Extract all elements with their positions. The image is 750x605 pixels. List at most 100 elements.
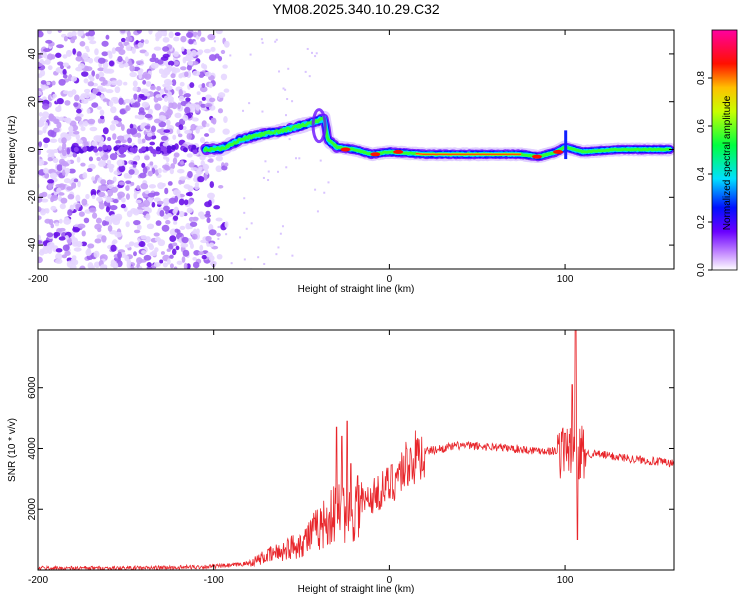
spectrogram-speckle <box>91 102 99 108</box>
spectrogram-speckle <box>160 251 165 255</box>
spectrogram-speckle <box>71 255 77 261</box>
spectrogram-speckle <box>109 214 117 221</box>
spectrogram-speckle <box>97 118 103 124</box>
spectrogram-speckle <box>118 97 124 105</box>
spectrogram-speckle <box>117 251 122 259</box>
spectrogram-speckle <box>39 248 45 253</box>
spectrogram-speckle <box>118 63 125 69</box>
spectrogram-speckle <box>172 157 178 165</box>
spectrogram-speckle <box>144 51 149 57</box>
spectrogram-speckle <box>188 162 195 168</box>
spectrogram-speckle <box>91 176 96 181</box>
spectrogram-hotspot <box>553 149 564 154</box>
spectrogram-speckle <box>186 153 193 158</box>
spectrogram-speckle <box>314 188 317 191</box>
spectrogram-speckle <box>46 232 54 238</box>
spectrogram-speckle <box>170 73 176 79</box>
spectrogram-speckle <box>76 156 81 163</box>
spectrogram-speckle <box>148 108 153 115</box>
spectrogram-speckle <box>156 200 164 205</box>
spectrogram-speckle <box>66 186 74 191</box>
spectrogram-speckle <box>129 123 134 129</box>
spectrogram-speckle <box>173 266 178 269</box>
spectrogram-speckle <box>41 191 48 198</box>
colorbar-gradient <box>712 30 737 270</box>
spectrogram-speckle <box>43 48 51 53</box>
spectrogram-speckle <box>60 197 68 204</box>
spectrogram-speckle <box>85 32 91 37</box>
spectrogram-speckle <box>174 112 182 119</box>
spectrogram-speckle <box>223 88 230 93</box>
spectrogram-speckle <box>107 51 113 56</box>
spectrogram-speckle <box>64 235 69 240</box>
spectrogram-speckle <box>78 120 85 127</box>
spectrogram-speckle <box>123 62 129 68</box>
spectrogram-speckle <box>205 123 210 127</box>
spectrogram-speckle <box>173 51 179 57</box>
spectrogram-speckle <box>162 142 169 147</box>
spectrogram-speckle <box>100 264 107 269</box>
spectrogram-speckle <box>143 92 151 97</box>
spectrogram-speckle <box>101 220 107 227</box>
spectrogram-speckle <box>33 258 38 263</box>
spectrogram-speckle <box>186 64 192 71</box>
spectrogram-speckle <box>74 116 82 122</box>
spectrogram-speckle <box>191 144 197 150</box>
spectrogram-x-axis-title: Height of straight line (km) <box>298 284 415 295</box>
spectrogram-speckle <box>49 138 58 143</box>
spectrogram-speckle <box>85 193 90 200</box>
spectrogram-image <box>33 30 674 269</box>
spectrogram-speckle <box>249 53 252 56</box>
x-tick-label: -200 <box>28 274 48 285</box>
spectrogram-speckle <box>208 127 216 134</box>
spectrogram-speckle <box>277 246 280 249</box>
spectrogram-speckle <box>70 37 76 44</box>
spectrogram-speckle <box>73 247 82 252</box>
spectrogram-speckle <box>217 55 223 62</box>
y-tick-label: 4000 <box>27 437 38 460</box>
spectrogram-speckle <box>199 214 206 220</box>
snr-frame <box>37 329 675 571</box>
spectrogram-speckle <box>88 156 94 162</box>
spectrogram-speckle <box>222 128 230 135</box>
spectrogram-speckle <box>153 164 158 169</box>
spectrogram-speckle <box>40 58 44 63</box>
spectrogram-speckle <box>267 170 270 173</box>
spectrogram-speckle <box>274 40 277 43</box>
spectrogram-speckle <box>87 74 93 80</box>
spectrogram-speckle <box>159 88 165 95</box>
spectrogram-speckle <box>112 176 117 183</box>
spectrogram-speckle <box>135 60 144 65</box>
spectrogram-speckle <box>53 232 61 237</box>
spectrogram-speckle <box>199 86 208 93</box>
spectrogram-speckle <box>58 192 65 196</box>
spectrogram-speckle <box>38 256 43 264</box>
spectrogram-speckle <box>166 258 171 265</box>
spectrogram-speckle <box>63 117 69 122</box>
spectrogram-speckle <box>40 80 47 85</box>
spectrogram-speckle <box>250 222 253 225</box>
spectrogram-speckle <box>210 46 216 52</box>
spectrogram-speckle <box>64 167 71 174</box>
spectrogram-speckle <box>158 121 167 128</box>
spectrogram-speckle <box>169 254 174 259</box>
spectrogram-speckle <box>125 44 132 52</box>
spectrogram-speckle <box>38 120 39 123</box>
spectrogram-speckle <box>116 159 125 167</box>
spectrogram-speckle <box>73 178 79 183</box>
spectrogram-hotspot <box>393 149 404 154</box>
spectrogram-speckle <box>119 146 125 152</box>
spectrogram-speckle <box>96 196 103 202</box>
spectrogram-speckle <box>98 160 106 165</box>
spectrogram-speckle <box>41 198 49 203</box>
spectrogram-speckle <box>179 225 186 230</box>
spectrogram-speckle <box>159 210 165 217</box>
spectrogram-speckle <box>94 223 102 230</box>
spectrogram-speckle <box>193 41 198 46</box>
spectrogram-speckle <box>168 31 174 39</box>
spectrogram-speckle <box>204 71 212 77</box>
spectrogram-speckle <box>141 89 148 94</box>
spectrogram-speckle <box>191 233 198 240</box>
spectrogram-speckle <box>129 128 137 135</box>
spectrogram-speckle <box>110 106 117 114</box>
